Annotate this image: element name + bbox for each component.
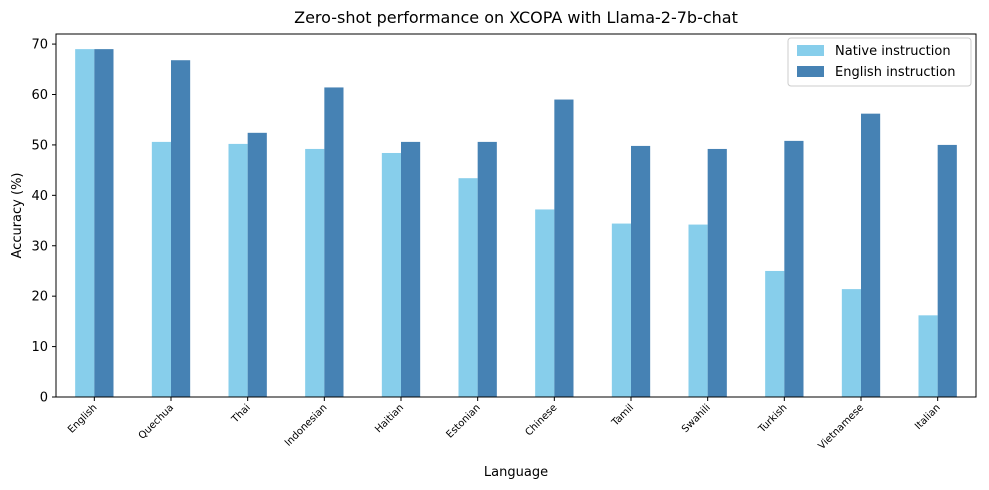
chart-title: Zero-shot performance on XCOPA with Llam… [294,8,738,27]
x-tick-label: Quechua [137,402,176,441]
x-tick-label: Haitian [373,402,406,435]
bar-english-haitian [401,141,421,397]
bar-native-english [75,49,95,397]
y-tick-label: 20 [31,290,48,305]
y-tick-label: 60 [31,88,48,103]
bar-english-swahili [707,148,727,397]
bar-native-indonesian [305,148,325,397]
bar-native-tamil [611,223,631,397]
bar-native-italian [918,315,938,397]
series-0 [75,49,938,397]
bar-native-thai [228,143,248,397]
bar-english-english [94,49,114,397]
y-tick-label: 10 [31,340,48,355]
y-tick-label: 40 [31,189,48,204]
legend: Native instruction English instruction [787,37,972,87]
y-tick-label: 0 [40,391,48,406]
y-tick-label: 70 [31,38,48,53]
bar-english-estonian [477,141,497,397]
x-tick-label: English [66,402,99,435]
series-1 [94,49,957,398]
bar-native-haitian [381,152,401,397]
bar-english-tamil [631,145,651,397]
bar-english-indonesian [324,87,344,398]
x-tick-label: Chinese [523,402,559,438]
bar-native-quechua [151,141,171,397]
y-axis-title: Accuracy (%) [10,173,25,259]
bar-native-turkish [765,270,785,397]
bar-english-turkish [784,140,804,397]
x-axis-title: Language [484,465,548,480]
legend-box [787,37,972,87]
bar-native-swahili [688,224,708,397]
x-tick-label: Estonian [444,402,482,440]
x-tick-label: Swahili [680,402,713,435]
bar-english-thai [247,132,267,398]
x-tick-label: Thai [229,402,253,426]
bar-native-chinese [535,209,555,397]
bar-english-italian [937,144,957,397]
bar-native-vietnamese [841,289,861,397]
bar-english-chinese [554,99,574,398]
x-tick-label: Turkish [756,402,789,435]
x-tick-label: Italian [913,402,943,432]
x-tick-label: Vietnamese [816,402,866,452]
bar-native-estonian [458,178,478,397]
legend-label: Native instruction [835,44,951,59]
bar-english-quechua [171,60,191,397]
x-tick-label: Indonesian [283,402,329,448]
legend-swatch [797,45,824,56]
legend-swatch [797,66,824,77]
plot-frame [55,33,977,398]
legend-label: English instruction [835,65,955,80]
y-tick-label: 50 [31,138,48,153]
plot-area [75,49,957,398]
bar-english-vietnamese [861,113,881,398]
y-tick-label: 30 [31,239,48,254]
x-tick-label: Tamil [609,402,636,429]
